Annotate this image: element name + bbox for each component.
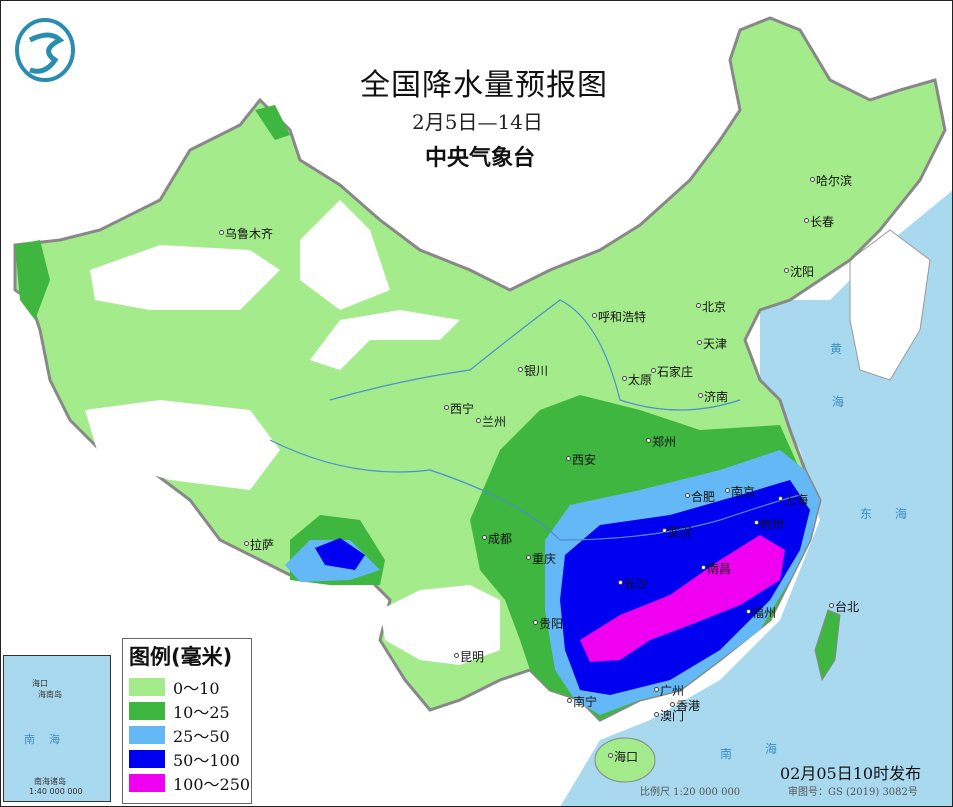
map-subtitle: 2月5日—14日: [412, 110, 543, 134]
korea-peninsula: [849, 229, 931, 381]
inset-label: 南海诸岛: [34, 777, 66, 786]
city-label: 重庆: [525, 552, 557, 566]
legend-item: 50～100: [129, 747, 251, 771]
city-label: 武汉: [661, 525, 693, 539]
legend-swatch: [129, 678, 165, 696]
legend-label: 100～250: [173, 775, 251, 794]
legend-swatch: [129, 774, 165, 792]
rain-100-250: [580, 535, 785, 662]
issued-time: 02月05日10时发布: [780, 764, 922, 783]
sea-label: 海: [895, 507, 908, 521]
city-label: 拉萨: [243, 538, 275, 552]
city-label: 天津: [696, 337, 728, 351]
dry-area-tibet: [85, 400, 280, 490]
city-label: 济南: [697, 390, 729, 404]
inset-label: 海南岛: [38, 690, 62, 699]
city-label: 福州: [745, 606, 777, 620]
city-label: 银川: [517, 364, 549, 378]
map-scale: 比例尺 1:20 000 000: [640, 787, 741, 798]
city-label: 台北: [828, 600, 860, 614]
city-label: 哈尔滨: [809, 174, 853, 188]
city-label: 太原: [621, 373, 653, 387]
sea-label: 黄: [830, 342, 843, 356]
taiwan: [814, 609, 841, 682]
city-label: 南京: [724, 485, 756, 499]
city-label: 南宁: [566, 695, 598, 709]
map-title: 全国降水量预报图: [360, 68, 608, 103]
legend-label: 50～100: [173, 751, 240, 770]
hainan: [594, 737, 656, 783]
city-label: 呼和浩特: [591, 310, 647, 324]
legend-item: 0～10: [129, 675, 251, 699]
yangtze-river: [269, 439, 801, 541]
dry-area-inner-mongolia: [300, 200, 390, 310]
review-number: 审图号：GS (2019) 3082号: [788, 787, 918, 798]
city-label: 杭州: [753, 517, 785, 531]
city-label: 贵阳: [532, 617, 564, 631]
legend-swatch: [129, 702, 165, 720]
legend-label: 25～50: [173, 727, 230, 746]
city-label: 郑州: [645, 435, 677, 449]
dry-area-alxa: [310, 310, 460, 370]
dry-area-yunnan: [380, 585, 500, 665]
city-label: 上海: [777, 493, 809, 507]
legend-item: 100～250: [129, 771, 251, 795]
sea-label: 东: [860, 507, 873, 521]
inset-label: 海口: [32, 679, 48, 688]
legend-swatch: [129, 750, 165, 768]
logo: [15, 18, 75, 82]
inset-label: 海: [49, 733, 60, 746]
city-label: 澳门: [653, 709, 685, 723]
legend-item: 25～50: [129, 723, 251, 747]
city-label: 海口: [607, 750, 639, 764]
legend: 图例(毫米) 0～10 10～25 25～50 50～100 100～250: [122, 638, 252, 804]
city-label: 成都: [481, 532, 513, 546]
sea-label: 海: [832, 395, 845, 409]
legend-title: 图例(毫米): [129, 645, 233, 669]
city-label: 广州: [653, 684, 685, 698]
yellow-river: [329, 299, 741, 411]
city-label: 长沙: [617, 577, 649, 591]
inset-scale: 1:40 000 000: [29, 787, 83, 796]
sea-label: 海: [765, 742, 778, 756]
rain-50-100-tibet: [315, 538, 365, 570]
legend-label: 0～10: [173, 679, 220, 698]
sea-label: 南: [720, 747, 733, 761]
inset-label: 南: [24, 733, 35, 746]
city-label: 昆明: [453, 650, 485, 664]
city-label: 西宁: [443, 402, 475, 416]
city-label: 西安: [565, 453, 597, 467]
dry-area-xinjiang: [90, 245, 280, 310]
city-label: 石家庄: [650, 365, 694, 379]
city-label: 香港: [669, 699, 701, 713]
legend-item: 10～25: [129, 699, 251, 723]
city-label: 合肥: [684, 490, 716, 504]
legend-swatch: [129, 726, 165, 744]
city-label: 南昌: [700, 562, 732, 576]
south-china-sea-inset: 海口 海南岛 南 海 南海诸岛 1:40 000 000: [3, 655, 111, 802]
city-label: 兰州: [475, 415, 507, 429]
city-label: 乌鲁木齐: [218, 227, 274, 241]
rain-10-25-north: [255, 105, 290, 140]
city-label: 沈阳: [783, 265, 815, 279]
organization: 中央气象台: [425, 146, 536, 171]
rain-10-25-west: [15, 240, 50, 320]
city-label: 北京: [695, 300, 727, 314]
legend-label: 10～25: [173, 703, 230, 722]
city-label: 长春: [803, 215, 835, 229]
